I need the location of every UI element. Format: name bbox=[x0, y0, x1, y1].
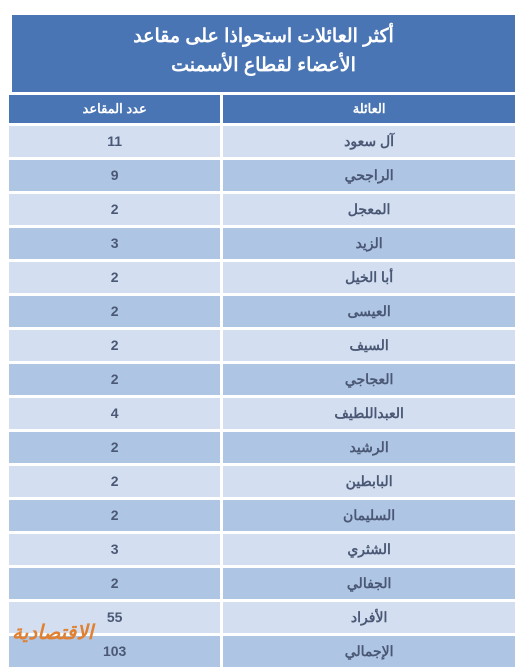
table-row: السليمان2 bbox=[12, 500, 515, 531]
cell-family: العبداللطيف bbox=[223, 398, 515, 429]
cell-seats: 2 bbox=[9, 432, 220, 463]
cell-seats: 3 bbox=[9, 534, 220, 565]
cell-family: السيف bbox=[223, 330, 515, 361]
table-row: العيسى2 bbox=[12, 296, 515, 327]
column-header-seats: عدد المقاعد bbox=[9, 95, 220, 123]
cell-seats: 2 bbox=[9, 330, 220, 361]
title-line-1: أكثر العائلات استحواذا على مقاعد bbox=[12, 23, 515, 52]
cell-family: العجاجي bbox=[223, 364, 515, 395]
cell-family: الرشيد bbox=[223, 432, 515, 463]
table-row: الزيد3 bbox=[12, 228, 515, 259]
cell-family: الراجحي bbox=[223, 160, 515, 191]
table-row: المعجل2 bbox=[12, 194, 515, 225]
cell-seats: 2 bbox=[9, 364, 220, 395]
table-row: العبداللطيف4 bbox=[12, 398, 515, 429]
table-row: الراجحي9 bbox=[12, 160, 515, 191]
table-row: الشثري3 bbox=[12, 534, 515, 565]
table-row: الرشيد2 bbox=[12, 432, 515, 463]
table-body: آل سعود11الراجحي9المعجل2الزيد3أبا الخيل2… bbox=[12, 126, 515, 667]
table-row: العجاجي2 bbox=[12, 364, 515, 395]
cell-seats: 11 bbox=[9, 126, 220, 157]
table-row: الجفالي2 bbox=[12, 568, 515, 599]
watermark-logo: الاقتصادية bbox=[12, 620, 93, 645]
cell-seats: 2 bbox=[9, 194, 220, 225]
table-container: أكثر العائلات استحواذا على مقاعد الأعضاء… bbox=[0, 0, 527, 667]
cell-family: العيسى bbox=[223, 296, 515, 327]
title-line-2: الأعضاء لقطاع الأسمنت bbox=[12, 52, 515, 81]
cell-family: آل سعود bbox=[223, 126, 515, 157]
table-row: أبا الخيل2 bbox=[12, 262, 515, 293]
cell-family: الشثري bbox=[223, 534, 515, 565]
cell-seats: 2 bbox=[9, 500, 220, 531]
cell-seats: 9 bbox=[9, 160, 220, 191]
table-row: السيف2 bbox=[12, 330, 515, 361]
cell-seats: 2 bbox=[9, 262, 220, 293]
cell-seats: 2 bbox=[9, 568, 220, 599]
cell-family: الإجمالي bbox=[223, 636, 515, 667]
cell-seats: 4 bbox=[9, 398, 220, 429]
cell-family: أبا الخيل bbox=[223, 262, 515, 293]
cell-family: البابطين bbox=[223, 466, 515, 497]
column-header-family: العائلة bbox=[223, 95, 515, 123]
table-row: آل سعود11 bbox=[12, 126, 515, 157]
cell-seats: 2 bbox=[9, 466, 220, 497]
cell-family: الزيد bbox=[223, 228, 515, 259]
cell-family: المعجل bbox=[223, 194, 515, 225]
column-headers: العائلة عدد المقاعد bbox=[12, 95, 515, 123]
cell-family: السليمان bbox=[223, 500, 515, 531]
table-title: أكثر العائلات استحواذا على مقاعد الأعضاء… bbox=[12, 15, 515, 92]
cell-family: الأفراد bbox=[223, 602, 515, 633]
cell-seats: 3 bbox=[9, 228, 220, 259]
cell-seats: 2 bbox=[9, 296, 220, 327]
cell-family: الجفالي bbox=[223, 568, 515, 599]
table-row: البابطين2 bbox=[12, 466, 515, 497]
